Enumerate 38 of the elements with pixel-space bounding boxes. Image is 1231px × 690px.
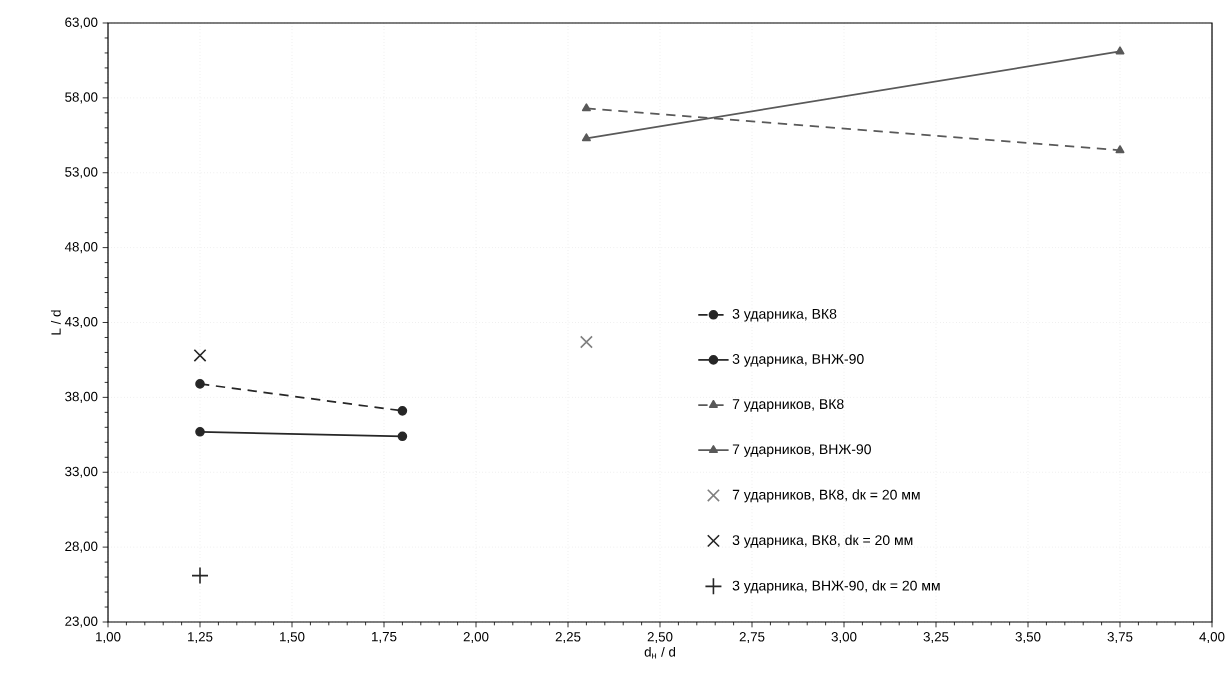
y-tick-label: 43,00 [64,317,98,329]
point [191,566,209,585]
legend-label: 3 ударника, ВНЖ-90 [732,354,864,367]
x-axis-title: d$_{н}$ / d [644,646,676,659]
y-axis-title: L / d [50,310,61,335]
x-tick-label: 3,00 [831,632,857,644]
y-tick-label: 38,00 [65,391,98,403]
point [195,427,205,437]
legend-label: 7 ударников, ВНЖ-90 [732,444,871,457]
x-tick-label: 4,00 [1199,632,1225,644]
x-tick-label: 3,75 [1107,632,1133,644]
point [193,348,207,362]
y-tick-label: 53,00 [65,167,98,179]
legend-label: 3 ударника, ВК8 [732,308,837,322]
x-tick-label: 1,25 [188,632,213,644]
point [397,431,408,442]
x-tick-label: 2,50 [647,632,673,644]
x-tick-label: 1,50 [280,632,305,644]
y-tick-label: 23,00 [65,616,98,628]
x-tick-label: 2,00 [463,632,489,644]
legend-label: 7 ударников, ВК8 [732,399,844,412]
x-tick-label: 2,75 [739,632,765,644]
y-tick-label: 58,00 [65,92,98,104]
x-tick-label: 1,75 [372,632,397,643]
legend-label: 3 ударника, ВНЖ-90, dк = 20 мм [732,580,940,594]
legend-label: 7 ударников, ВК8, dк = 20 мм [732,489,920,503]
y-tick-label: 63,00 [65,17,98,29]
y-tick-label: 28,00 [65,541,98,553]
x-tick-label: 2,25 [555,632,581,644]
point [579,335,593,349]
point [195,379,205,389]
point [397,406,408,416]
x-tick-label: 3,25 [923,632,949,644]
y-tick-label: 33,00 [65,466,98,478]
y-tick-label: 48,00 [64,242,98,254]
x-tick-label: 1,00 [96,632,121,644]
legend-label: 3 ударника, ВК8, dк = 20 мм [732,534,913,548]
x-tick-label: 3,50 [1015,632,1041,644]
